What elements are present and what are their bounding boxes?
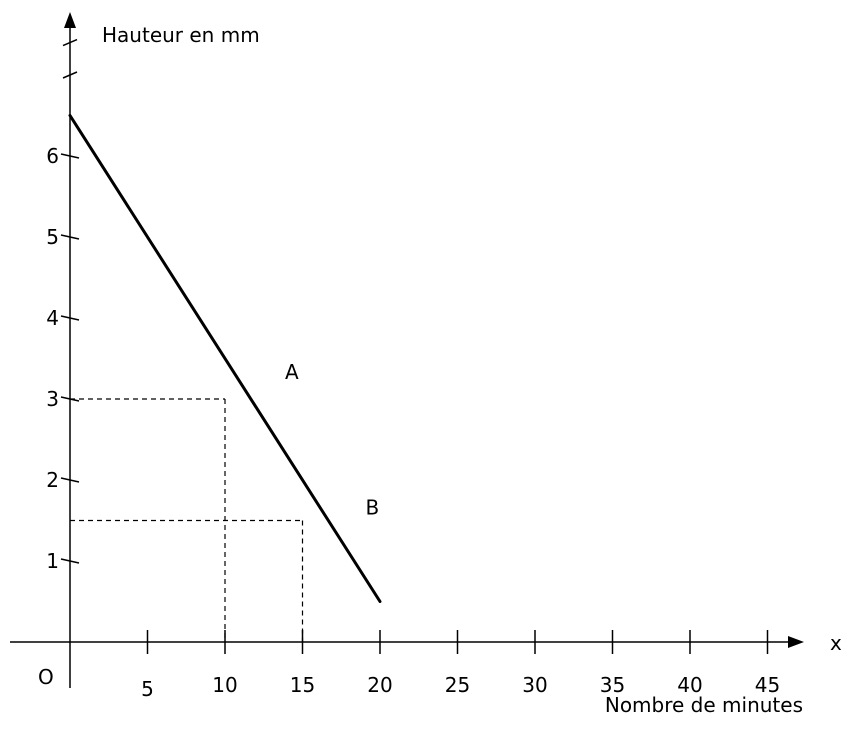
x-tick-label: 15 <box>290 673 315 697</box>
data-line <box>68 114 382 603</box>
x-axis-title: Nombre de minutes <box>605 693 803 717</box>
point-label: A <box>285 360 299 384</box>
axes <box>10 12 804 688</box>
y-tick-label: 6 <box>46 144 59 168</box>
x-axis-arrow <box>788 636 804 648</box>
y-tick-label: 3 <box>46 387 59 411</box>
x-tick-label: 25 <box>445 673 470 697</box>
point-labels: AB <box>285 360 379 520</box>
y-tick-label: 1 <box>46 549 59 573</box>
y-axis-arrow <box>64 12 76 28</box>
origin-label: O <box>38 665 54 689</box>
y-tick-mark <box>60 558 80 564</box>
guide-lines <box>70 398 304 642</box>
y-tick-label: 2 <box>46 468 59 492</box>
y-tick-mark <box>62 38 78 47</box>
y-tick-label: 4 <box>46 306 59 330</box>
x-axis-name: x <box>830 631 842 655</box>
x-tick-label: 40 <box>677 673 702 697</box>
y-tick-mark <box>60 396 80 402</box>
x-tick-label: 20 <box>367 673 392 697</box>
point-label: B <box>366 496 380 520</box>
y-axis-title: Hauteur en mm <box>102 23 260 47</box>
labels: Hauteur en mm Nombre de minutes x O <box>38 23 842 717</box>
x-tick-label: 45 <box>755 673 780 697</box>
y-tick-mark <box>60 315 80 321</box>
y-tick-mark <box>62 71 78 79</box>
y-tick-mark <box>60 153 80 159</box>
y-tick-mark <box>60 477 80 483</box>
y-tick-label: 5 <box>46 225 59 249</box>
x-tick-label: 10 <box>212 673 237 697</box>
y-tick-mark <box>60 234 80 240</box>
x-tick-label: 30 <box>522 673 547 697</box>
x-tick-label: 5 <box>141 677 154 701</box>
x-tick-label: 35 <box>600 673 625 697</box>
